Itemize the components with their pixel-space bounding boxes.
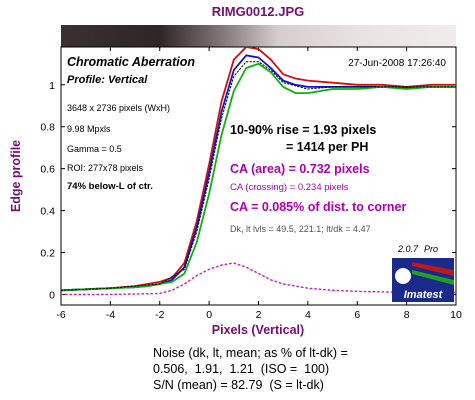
info-location: 74% below-L of ctr. — [67, 181, 153, 192]
chart-title: RIMG0012.JPG — [212, 4, 305, 19]
timestamp: 27-Jun-2008 17:26:40 — [348, 58, 446, 69]
y-tick-label: 0.4 — [40, 206, 55, 218]
x-tick-label: 0 — [206, 309, 212, 321]
x-tick-label: 8 — [404, 309, 410, 321]
per-ph-result: = 1414 per PH — [286, 140, 368, 154]
y-tick-label: 0.6 — [40, 164, 55, 176]
noise-line-2: 0.506, 1.91, 1.21 (ISO = 100) — [153, 362, 330, 376]
info-mpxls: 9.98 Mpxls — [67, 124, 111, 134]
y-tick-label: 0.8 — [40, 122, 55, 134]
series-line-ca-difference — [61, 262, 456, 296]
noise-line-1: Noise (dk, lt, mean; as % of lt-dk) = — [153, 346, 348, 360]
subtitle: Chromatic Aberration — [67, 55, 195, 69]
version-number: 2.0.7 Pro — [397, 244, 438, 254]
x-tick-label: -2 — [155, 309, 164, 321]
info-roi: ROI: 277x78 pixels — [67, 163, 144, 173]
profile-label: Profile: Vertical — [67, 74, 148, 86]
levels-readout: Dk, lt lvls = 49.5, 221.1; lt/dk = 4.47 — [230, 224, 371, 234]
series-line-red — [61, 47, 456, 292]
info-pixels: 3648 x 2736 pixels (WxH) — [67, 103, 170, 113]
ca-percent-result: CA = 0.085% of dist. to corner — [230, 200, 406, 214]
x-tick-label: 10 — [450, 309, 462, 321]
x-tick-label: 6 — [354, 309, 360, 321]
y-tick-label: 0.2 — [40, 248, 55, 260]
ca-crossing-result: CA (crossing) = 0.234 pixels — [230, 182, 349, 193]
signal-to-noise-line: S/N (mean) = 82.79 (S = lt-dk) — [153, 378, 324, 392]
logo-text: Imatest — [404, 289, 444, 301]
x-tick-label: 4 — [305, 309, 311, 321]
rise-result: 10-90% rise = 1.93 pixels — [230, 123, 376, 137]
y-axis-label: Edge profile — [9, 140, 23, 212]
x-tick-label: -6 — [56, 309, 65, 321]
y-tick-label: 0 — [49, 290, 55, 302]
edge-image-strip — [61, 25, 456, 47]
x-tick-label: -4 — [106, 309, 115, 321]
imatest-logo: Imatest — [392, 258, 454, 302]
x-tick-label: 2 — [256, 309, 262, 321]
y-tick-label: 1 — [49, 80, 55, 92]
plot-area — [60, 46, 457, 306]
info-gamma: Gamma = 0.5 — [67, 144, 122, 154]
series-line-green — [61, 62, 456, 292]
ca-area-result: CA (area) = 0.732 pixels — [230, 162, 370, 176]
series-line-luminance — [61, 61, 456, 291]
x-axis-label: Pixels (Vertical) — [212, 323, 304, 337]
